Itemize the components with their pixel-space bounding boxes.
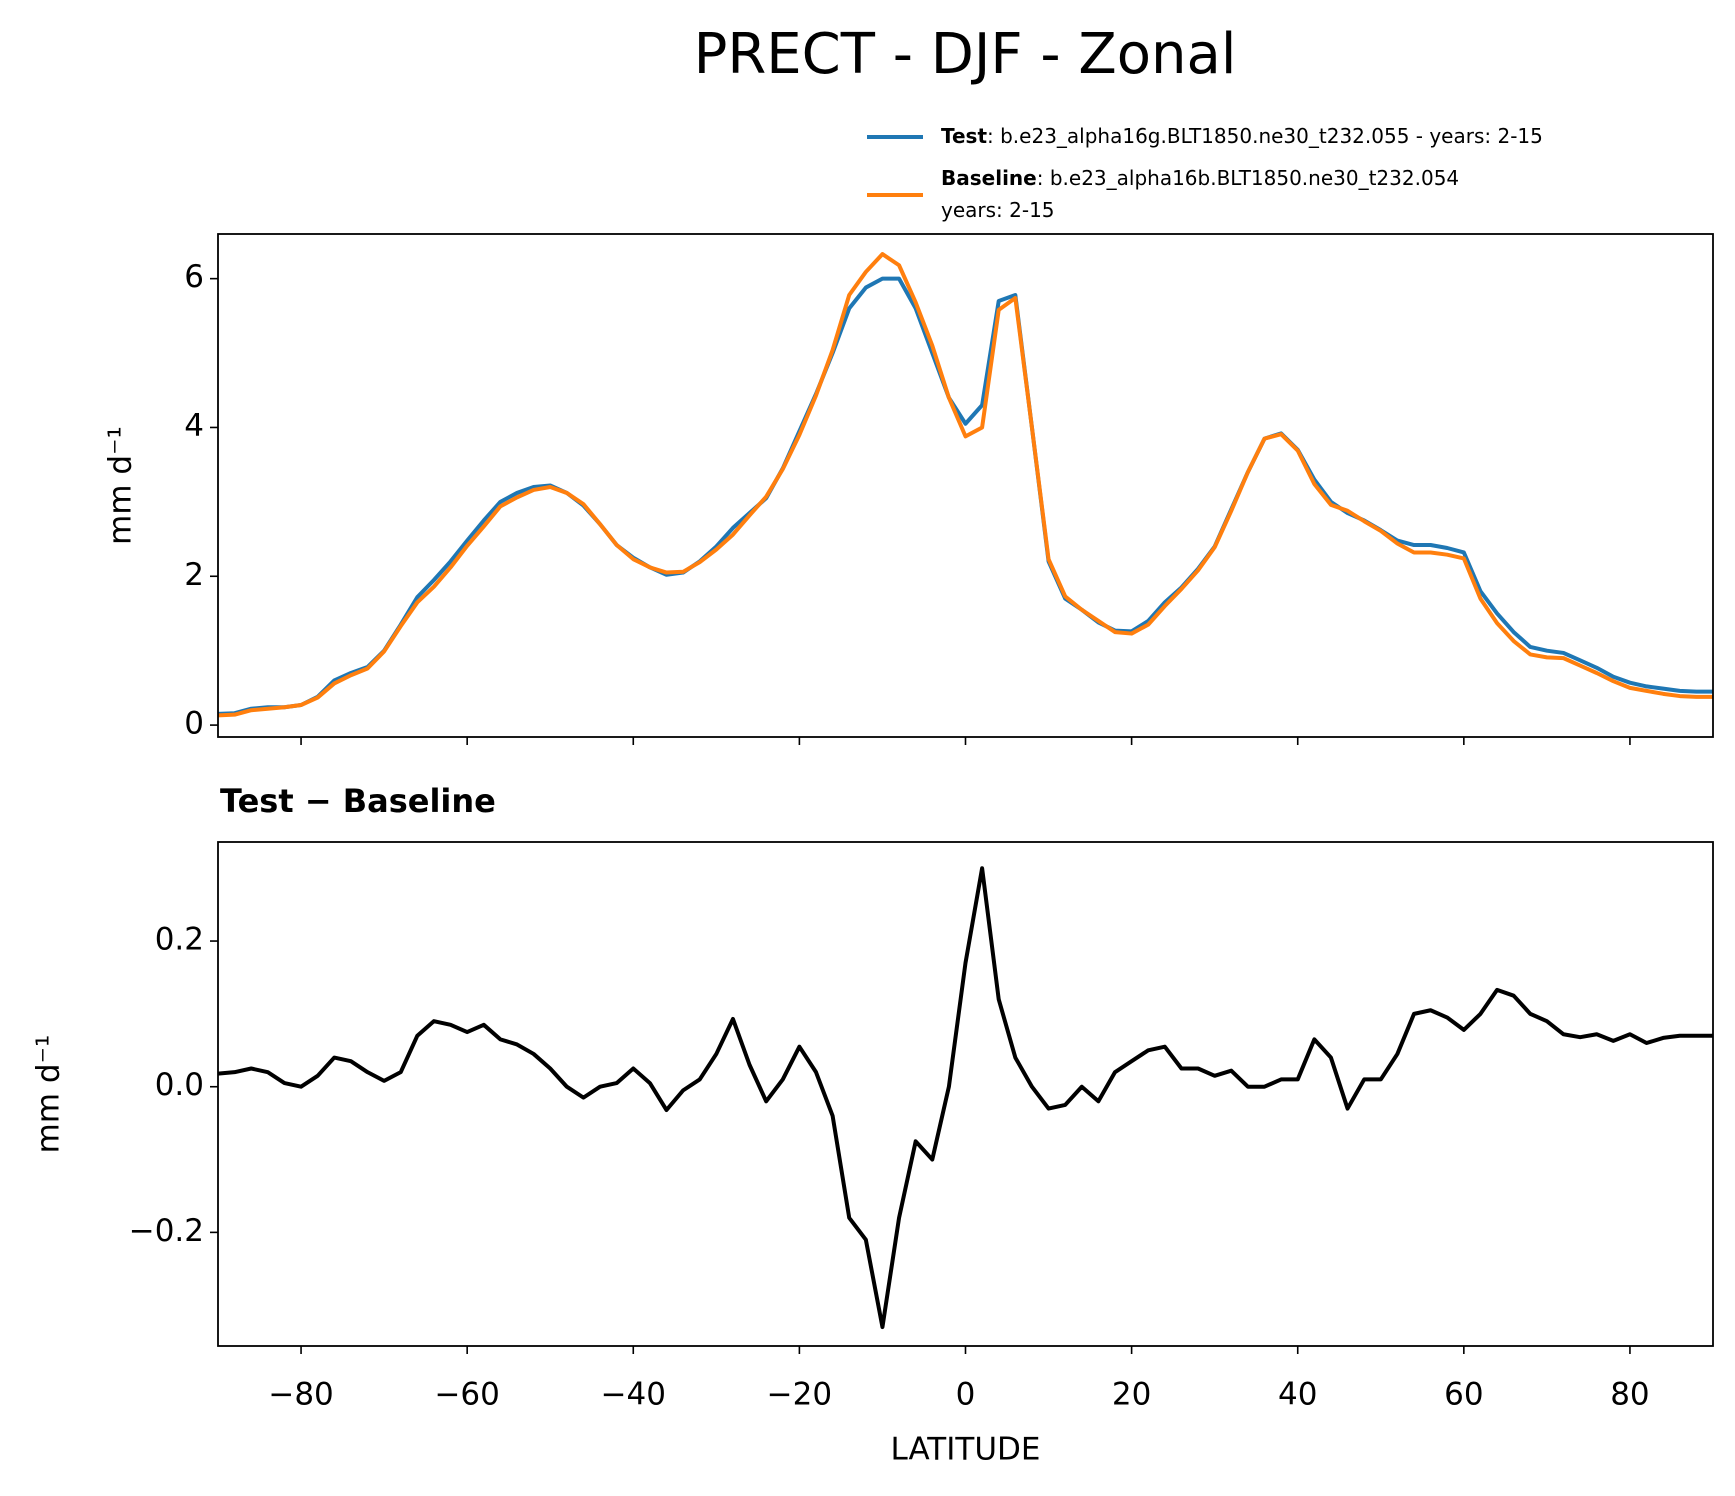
legend-label: Test: b.e23_alpha16g.BLT1850.ne30_t232.0…	[941, 124, 1543, 148]
legend-label: Baseline: b.e23_alpha16b.BLT1850.ne30_t2…	[941, 166, 1459, 222]
data-line	[218, 276, 1713, 716]
axes: −0.2 0.0 0.2 −80 −60 −40 −20 0 20 40 60 80 mm d⁻¹ LAT…	[31, 782, 1714, 1468]
axes-frame	[217, 841, 1714, 1347]
y-axis-label: mm d⁻¹	[103, 426, 139, 545]
y-tick-label: 0	[184, 706, 204, 742]
x-tick-label: −60	[434, 1377, 499, 1413]
x-tick-label: 60	[1444, 1377, 1483, 1413]
axes-frame	[217, 233, 1714, 738]
x-tick-label: −80	[268, 1377, 333, 1413]
x-tick-label: 20	[1112, 1377, 1151, 1413]
legend-name: Baseline	[941, 166, 1037, 190]
y-tick-label: 0.2	[155, 922, 204, 958]
x-tick-label: 40	[1278, 1377, 1317, 1413]
axes: 0 2 4 6 mm d⁻¹ Test: b.e23_alpha16g.BLT1850.n…	[103, 124, 1714, 745]
legend-description: : b.e23_alpha16g.BLT1850.ne30_t232.055 -…	[987, 124, 1543, 148]
data-line	[218, 866, 1713, 1330]
x-axis-label: LATITUDE	[891, 1432, 1041, 1468]
subplot-title: Test − Baseline	[220, 782, 496, 820]
legend-description: years: 2-15	[941, 198, 1055, 222]
y-tick-label: 4	[184, 408, 204, 444]
x-tick-label: −20	[767, 1377, 832, 1413]
y-tick-label: 2	[184, 557, 204, 593]
figure-title: PRECT - DJF - Zonal	[694, 22, 1237, 87]
legend-name: Test	[941, 124, 987, 148]
data-line	[218, 252, 1713, 718]
x-tick-label: 0	[956, 1377, 976, 1413]
legend-description: : b.e23_alpha16b.BLT1850.ne30_t232.054	[1037, 166, 1459, 190]
x-tick-label: 80	[1610, 1377, 1649, 1413]
y-tick-label: 6	[184, 259, 204, 295]
y-tick-label: −0.2	[129, 1213, 204, 1249]
y-axis-label: mm d⁻¹	[31, 1035, 67, 1154]
y-tick-label: 0.0	[155, 1067, 204, 1103]
x-tick-label: −40	[601, 1377, 666, 1413]
